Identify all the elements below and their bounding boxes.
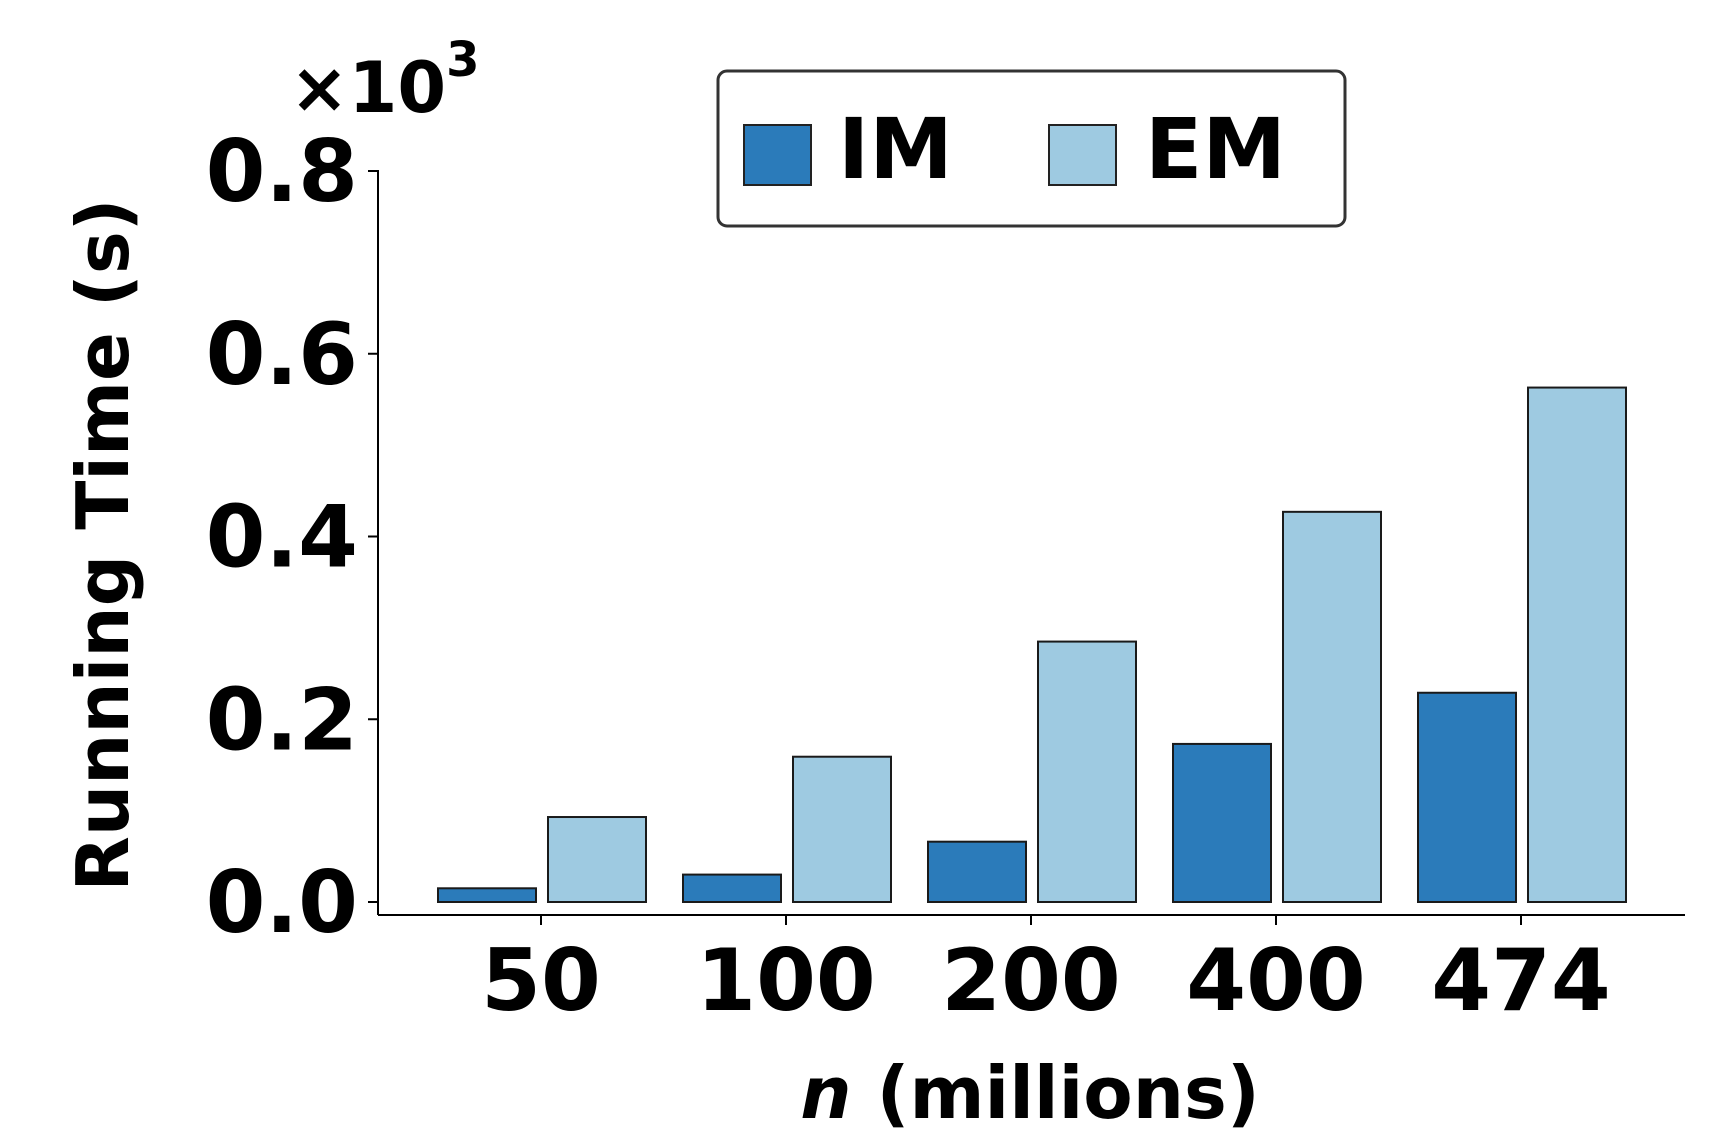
bars (437, 386, 1627, 904)
bar-im-200 (927, 840, 1027, 904)
x-tick-label: 400 (1186, 931, 1366, 1031)
x-axis-label: n (millions) (800, 1051, 1259, 1135)
legend-label-im: IM (838, 100, 953, 198)
legend: IM EM (716, 69, 1347, 228)
y-axis-multiplier-base: ×10 (290, 47, 446, 129)
y-axis-label: Running Time (s) (61, 198, 145, 891)
x-axis-ticks: 50 100 200 400 474 (481, 915, 1611, 1031)
bar-em-474 (1527, 386, 1627, 903)
y-tick-label: 0.8 (206, 122, 358, 222)
x-axis-label-unit: (millions) (852, 1051, 1260, 1135)
y-axis-multiplier: ×103 (290, 32, 479, 129)
bar-em-400 (1282, 510, 1382, 903)
y-tick-label: 0.4 (206, 488, 358, 588)
y-axis-ticks: 0.0 0.2 0.4 0.6 0.8 (206, 122, 378, 953)
y-tick-label: 0.2 (206, 670, 358, 770)
x-tick-label: 474 (1431, 931, 1611, 1031)
bar-em-200 (1037, 640, 1137, 903)
legend-swatch-im (743, 124, 812, 186)
legend-swatch-em (1048, 124, 1117, 186)
bar-em-50 (547, 816, 647, 903)
x-tick-label: 200 (941, 931, 1121, 1031)
bar-im-100 (682, 873, 782, 904)
bar-im-474 (1417, 691, 1517, 903)
y-tick-label: 0.0 (206, 853, 358, 953)
x-axis-label-variable: n (800, 1051, 851, 1135)
x-tick-label: 50 (481, 931, 601, 1031)
bar-em-100 (792, 755, 892, 903)
legend-frame (716, 69, 1347, 228)
y-axis-multiplier-exponent: 3 (446, 32, 479, 88)
legend-label-em: EM (1145, 100, 1286, 198)
bar-im-400 (1172, 742, 1272, 904)
x-tick-label: 100 (696, 931, 876, 1031)
y-tick-label: 0.6 (206, 305, 358, 405)
bar-im-50 (437, 887, 537, 904)
